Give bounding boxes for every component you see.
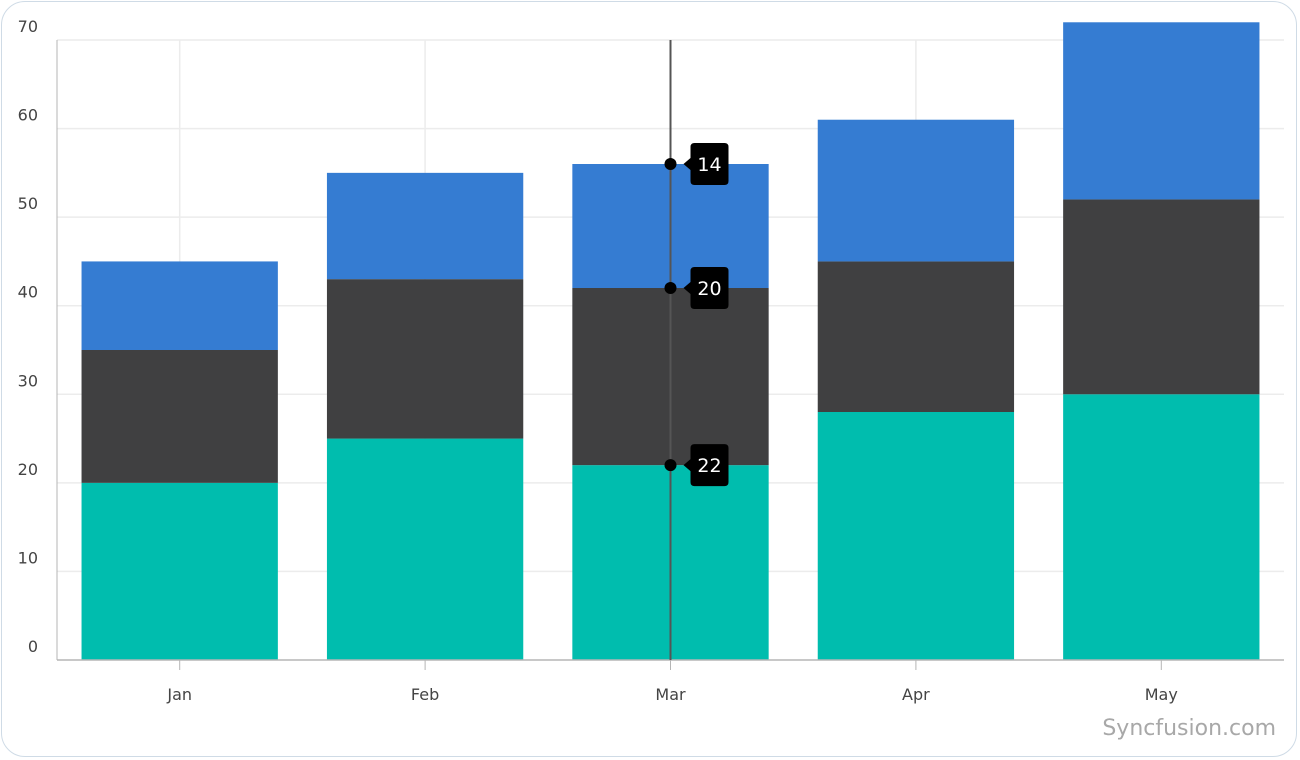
- trackball-tooltip-label: 14: [697, 154, 721, 176]
- trackball-tooltip: [683, 143, 729, 185]
- bar-segment[interactable]: [1063, 394, 1260, 660]
- trackball-tooltip: [683, 444, 729, 487]
- x-tick-label: Jan: [166, 685, 192, 704]
- trackball-marker: [664, 282, 677, 294]
- y-tick-label: 20: [18, 460, 38, 479]
- trackball-marker: [664, 459, 677, 472]
- bar-segment[interactable]: [817, 412, 1015, 660]
- y-tick-label: 0: [28, 637, 38, 656]
- bar-segment[interactable]: [326, 172, 524, 280]
- bar-segment[interactable]: [817, 119, 1015, 262]
- watermark-text: Syncfusion.com: [1102, 716, 1276, 741]
- bar-segment[interactable]: [81, 261, 278, 350]
- trackball-tooltip: [683, 267, 729, 309]
- trackball: 14 20 22: [664, 40, 729, 660]
- x-tick-label: Mar: [655, 685, 686, 704]
- trackball-tooltip-label: 20: [697, 278, 721, 300]
- bar-segment[interactable]: [1063, 22, 1260, 200]
- y-tick-label: 70: [18, 17, 38, 36]
- y-tick-label: 30: [18, 371, 38, 390]
- y-tick-label: 60: [18, 106, 38, 125]
- x-tick-label: May: [1145, 685, 1178, 704]
- bar-segment[interactable]: [326, 438, 524, 660]
- y-tick-label: 40: [18, 283, 38, 302]
- bar-segment[interactable]: [326, 279, 524, 439]
- y-tick-label: 50: [18, 194, 38, 213]
- bar-segment[interactable]: [81, 482, 278, 660]
- x-tick-label: Apr: [902, 685, 930, 704]
- trackball-tooltip-label: 22: [697, 455, 721, 477]
- x-tick-label: Feb: [411, 685, 439, 704]
- bar-segment[interactable]: [81, 350, 278, 483]
- bar-segment[interactable]: [817, 261, 1015, 412]
- trackball-marker: [664, 158, 677, 170]
- y-tick-label: 10: [18, 548, 38, 567]
- bar-segment[interactable]: [1063, 199, 1260, 395]
